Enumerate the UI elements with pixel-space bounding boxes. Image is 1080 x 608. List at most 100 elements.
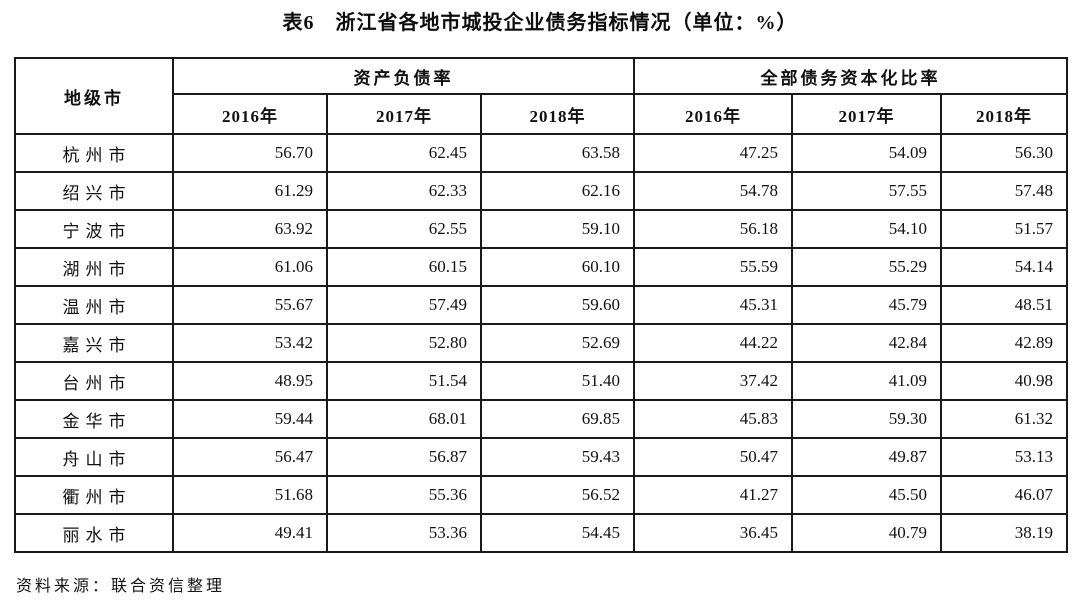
value-cell: 42.84 — [791, 323, 942, 363]
value-cell: 45.83 — [633, 399, 793, 439]
value-cell: 37.42 — [633, 361, 793, 401]
city-cell: 嘉兴市 — [14, 323, 174, 363]
table-row: 宁波市 63.92 62.55 59.10 56.18 54.10 51.57 — [14, 209, 1069, 249]
value-cell: 54.78 — [633, 171, 793, 211]
value-cell: 47.25 — [633, 133, 793, 173]
group-header-debt-capitalization: 全部债务资本化比率 — [632, 57, 1069, 95]
value-cell: 49.87 — [791, 437, 942, 477]
value-cell: 62.55 — [326, 209, 482, 249]
year-header-cell: 2016年 — [633, 93, 793, 135]
table-row: 杭州市 56.70 62.45 63.58 47.25 54.09 56.30 — [14, 133, 1069, 173]
year-header-cell: 2017年 — [326, 93, 482, 135]
value-cell: 69.85 — [480, 399, 635, 439]
value-cell: 56.52 — [480, 475, 635, 515]
value-cell: 41.09 — [791, 361, 942, 401]
value-cell: 46.07 — [939, 475, 1069, 515]
value-cell: 62.45 — [326, 133, 482, 173]
value-cell: 63.92 — [172, 209, 328, 249]
value-cell: 49.41 — [172, 513, 328, 553]
table-header: 地级市 资产负债率 全部债务资本化比率 2016年 2017年 2018年 20… — [14, 57, 1069, 135]
value-cell: 48.51 — [939, 285, 1069, 325]
value-cell: 40.98 — [939, 361, 1069, 401]
value-cell: 51.40 — [480, 361, 635, 401]
value-cell: 45.50 — [791, 475, 942, 515]
value-cell: 54.14 — [939, 247, 1069, 287]
table-row: 湖州市 61.06 60.15 60.10 55.59 55.29 54.14 — [14, 247, 1069, 287]
value-cell: 36.45 — [633, 513, 793, 553]
value-cell: 62.16 — [480, 171, 635, 211]
value-cell: 60.10 — [480, 247, 635, 287]
value-cell: 59.43 — [480, 437, 635, 477]
table-row: 衢州市 51.68 55.36 56.52 41.27 45.50 46.07 — [14, 475, 1069, 515]
value-cell: 55.67 — [172, 285, 328, 325]
city-cell: 宁波市 — [14, 209, 174, 249]
value-cell: 53.36 — [326, 513, 482, 553]
city-cell: 舟山市 — [14, 437, 174, 477]
value-cell: 61.29 — [172, 171, 328, 211]
value-cell: 56.30 — [939, 133, 1069, 173]
value-cell: 59.30 — [791, 399, 942, 439]
value-cell: 51.54 — [326, 361, 482, 401]
table-row: 金华市 59.44 68.01 69.85 45.83 59.30 61.32 — [14, 399, 1069, 439]
value-cell: 45.79 — [791, 285, 942, 325]
year-header-cell: 2018年 — [939, 93, 1069, 135]
table-row: 丽水市 49.41 53.36 54.45 36.45 40.79 38.19 — [14, 513, 1069, 553]
debt-indicators-table: 地级市 资产负债率 全部债务资本化比率 2016年 2017年 2018年 20… — [14, 57, 1069, 553]
city-cell: 杭州市 — [14, 133, 174, 173]
city-cell: 丽水市 — [14, 513, 174, 553]
city-cell: 温州市 — [14, 285, 174, 325]
value-cell: 42.89 — [939, 323, 1069, 363]
value-cell: 68.01 — [326, 399, 482, 439]
value-cell: 57.55 — [791, 171, 942, 211]
year-header-cell: 2018年 — [480, 93, 635, 135]
value-cell: 55.59 — [633, 247, 793, 287]
value-cell: 53.42 — [172, 323, 328, 363]
city-cell: 绍兴市 — [14, 171, 174, 211]
value-cell: 60.15 — [326, 247, 482, 287]
table-row: 舟山市 56.47 56.87 59.43 50.47 49.87 53.13 — [14, 437, 1069, 477]
value-cell: 61.06 — [172, 247, 328, 287]
year-header-cell: 2017年 — [791, 93, 942, 135]
table-body: 杭州市 56.70 62.45 63.58 47.25 54.09 56.30 绍兴市 61.2… — [14, 133, 1069, 553]
value-cell: 52.80 — [326, 323, 482, 363]
value-cell: 56.87 — [326, 437, 482, 477]
value-cell: 57.48 — [939, 171, 1069, 211]
value-cell: 41.27 — [633, 475, 793, 515]
source-note: 资料来源：联合资信整理 — [16, 578, 226, 595]
value-cell: 52.69 — [480, 323, 635, 363]
value-cell: 61.32 — [939, 399, 1069, 439]
value-cell: 40.79 — [791, 513, 942, 553]
city-cell: 衢州市 — [14, 475, 174, 515]
value-cell: 59.10 — [480, 209, 635, 249]
value-cell: 59.60 — [480, 285, 635, 325]
group-header-asset-liability: 资产负债率 — [172, 57, 635, 95]
value-cell: 54.10 — [791, 209, 942, 249]
value-cell: 55.36 — [326, 475, 482, 515]
value-cell: 59.44 — [172, 399, 328, 439]
table-row: 温州市 55.67 57.49 59.60 45.31 45.79 48.51 — [14, 285, 1069, 325]
value-cell: 51.57 — [939, 209, 1069, 249]
value-cell: 57.49 — [326, 285, 482, 325]
corner-header-cell: 地级市 — [14, 57, 174, 135]
table-row: 绍兴市 61.29 62.33 62.16 54.78 57.55 57.48 — [14, 171, 1069, 211]
table-row: 台州市 48.95 51.54 51.40 37.42 41.09 40.98 — [14, 361, 1069, 401]
value-cell: 50.47 — [633, 437, 793, 477]
group-header-row: 地级市 资产负债率 全部债务资本化比率 — [14, 57, 1069, 135]
value-cell: 48.95 — [172, 361, 328, 401]
year-header-row: 2016年 2017年 2018年 2016年 2017年 2018年 — [15, 93, 1069, 135]
city-cell: 湖州市 — [14, 247, 174, 287]
value-cell: 51.68 — [172, 475, 328, 515]
value-cell: 53.13 — [939, 437, 1069, 477]
city-cell: 金华市 — [14, 399, 174, 439]
city-cell: 台州市 — [14, 361, 174, 401]
value-cell: 62.33 — [326, 171, 482, 211]
value-cell: 56.70 — [172, 133, 328, 173]
value-cell: 56.18 — [633, 209, 793, 249]
value-cell: 54.09 — [791, 133, 942, 173]
value-cell: 63.58 — [480, 133, 635, 173]
table-row: 嘉兴市 53.42 52.80 52.69 44.22 42.84 42.89 — [14, 323, 1069, 363]
value-cell: 45.31 — [633, 285, 793, 325]
value-cell: 54.45 — [480, 513, 635, 553]
value-cell: 44.22 — [633, 323, 793, 363]
year-header-cell: 2016年 — [172, 93, 328, 135]
